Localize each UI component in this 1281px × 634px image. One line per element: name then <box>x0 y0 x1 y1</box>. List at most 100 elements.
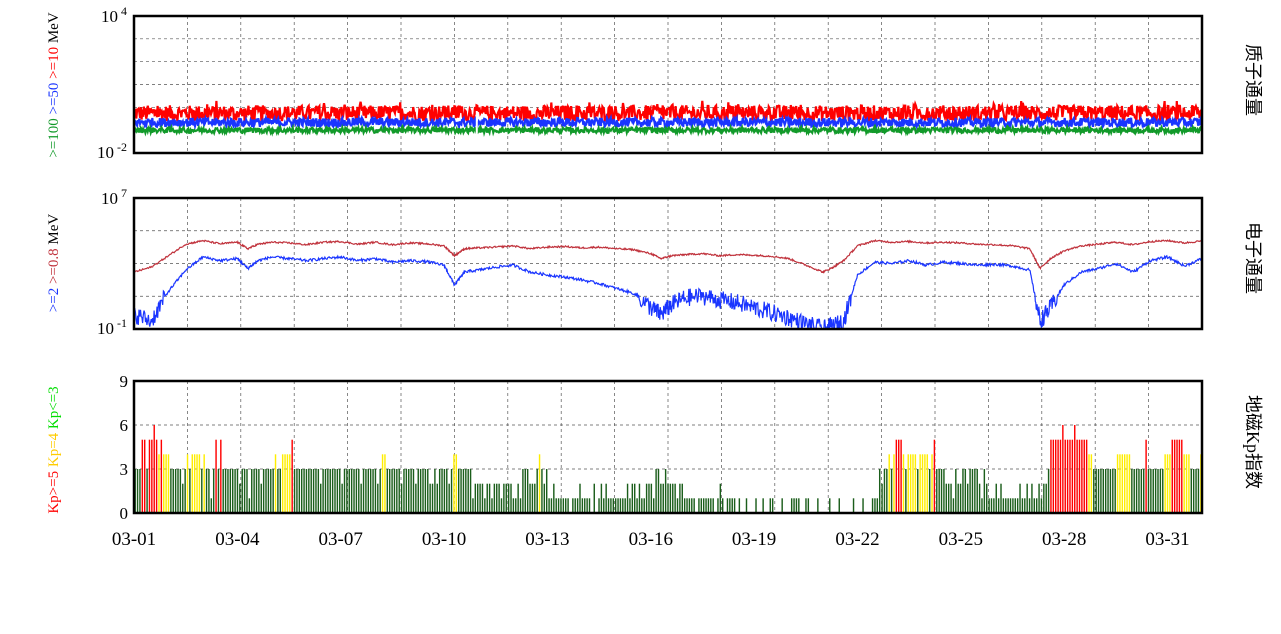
kp-bar <box>457 469 460 513</box>
kp-bar <box>664 469 667 513</box>
kp-bar <box>895 439 898 513</box>
kp-bar <box>388 469 391 513</box>
x-tick-label: 03-10 <box>422 529 466 550</box>
kp-bar <box>645 483 648 513</box>
kp-bar <box>729 498 731 513</box>
kp-bar <box>272 469 274 513</box>
kp-bar <box>1166 454 1169 513</box>
kp-bar <box>1064 439 1066 513</box>
kp-bar <box>234 469 236 513</box>
kp-bar <box>412 469 415 513</box>
kp-bar <box>365 469 367 513</box>
kp-bar <box>477 483 479 513</box>
kp-bar <box>436 483 438 513</box>
kp-bar <box>353 469 355 513</box>
kp-bar <box>165 454 167 513</box>
kp-bar <box>341 483 343 513</box>
kp-bar <box>781 498 783 513</box>
kp-bar <box>146 469 148 513</box>
electron-right-label: 电子通量 <box>1243 222 1263 294</box>
kp-bar <box>733 498 736 513</box>
kp-bar <box>334 469 336 513</box>
kp-bar <box>862 498 864 513</box>
kp-bar <box>505 483 507 513</box>
kp-bar <box>538 454 541 513</box>
kp-ylabel-part: Kp=4 <box>46 432 62 471</box>
kp-bar <box>450 469 453 513</box>
kp-bar <box>153 425 155 513</box>
kp-bar <box>662 483 664 513</box>
kp-bar <box>653 498 655 513</box>
kp-bar <box>1024 498 1026 513</box>
kp-bar <box>1159 469 1162 513</box>
kp-bar <box>641 498 643 513</box>
kp-bar <box>705 498 707 513</box>
kp-bar <box>460 469 462 513</box>
kp-bar <box>1138 469 1140 513</box>
kp-bar <box>1016 498 1019 513</box>
kp-bar <box>667 483 669 513</box>
kp-bar <box>790 498 793 513</box>
kp-bar <box>1021 498 1024 513</box>
kp-bar <box>1121 454 1124 513</box>
kp-bar <box>1109 469 1112 513</box>
kp-bar <box>393 469 396 513</box>
kp-bar <box>1169 454 1171 513</box>
kp-bar <box>519 498 522 513</box>
kp-bar <box>531 483 534 513</box>
x-tick-label: 03-01 <box>112 529 156 550</box>
kp-bar <box>303 469 305 513</box>
x-tick-label: 03-22 <box>835 529 879 550</box>
kp-bar <box>210 498 213 513</box>
kp-bar <box>1185 454 1188 513</box>
x-tick-label: 03-13 <box>525 529 569 550</box>
electron-series-line <box>133 238 1203 274</box>
kp-bar <box>472 498 474 513</box>
kp-bar <box>769 498 771 513</box>
kp-bar <box>593 483 595 513</box>
kp-bar <box>572 498 574 513</box>
proton-ytick-top: 10 4 <box>101 4 127 26</box>
kp-bar <box>343 469 346 513</box>
kp-bar <box>484 498 486 513</box>
kp-bar <box>186 454 189 513</box>
kp-bar <box>617 498 619 513</box>
kp-bar <box>921 454 924 513</box>
kp-bar <box>638 483 641 513</box>
kp-bar <box>795 498 798 513</box>
proton-ylabel-part: >=10 <box>46 47 62 83</box>
kp-bar <box>1197 469 1200 513</box>
kp-bar <box>1173 439 1176 513</box>
kp-bar <box>479 483 481 513</box>
kp-bar <box>1171 439 1173 513</box>
kp-bar <box>603 498 605 513</box>
kp-bar <box>655 469 657 513</box>
kp-bar <box>912 454 914 513</box>
kp-bar <box>1038 483 1040 513</box>
kp-bar <box>455 454 458 513</box>
kp-bar <box>289 454 291 513</box>
kp-bar <box>969 469 971 513</box>
kp-bar <box>762 498 764 513</box>
kp-bar <box>1188 454 1190 513</box>
kp-bar <box>1088 454 1090 513</box>
kp-bar <box>717 498 719 513</box>
proton-panel: 10 4 10 -2 >=100 >=50 >=10 MeV 质子通量 <box>46 4 1263 162</box>
kp-bar <box>726 498 729 513</box>
kp-bar <box>1035 498 1038 513</box>
proton-ytick-bottom: 10 -2 <box>97 140 127 162</box>
kp-bar <box>327 469 329 513</box>
kp-bar <box>586 498 588 513</box>
kp-bar <box>320 483 322 513</box>
kp-bar <box>1040 498 1043 513</box>
kp-bar <box>962 469 964 513</box>
proton-frame <box>132 14 1204 155</box>
kp-bar <box>491 498 493 513</box>
kp-bar <box>1107 469 1109 513</box>
kp-bar <box>493 483 496 513</box>
kp-bar <box>1052 439 1055 513</box>
kp-bar <box>329 469 331 513</box>
kp-bar <box>296 469 298 513</box>
kp-bar <box>955 469 957 513</box>
kp-bar <box>384 454 386 513</box>
